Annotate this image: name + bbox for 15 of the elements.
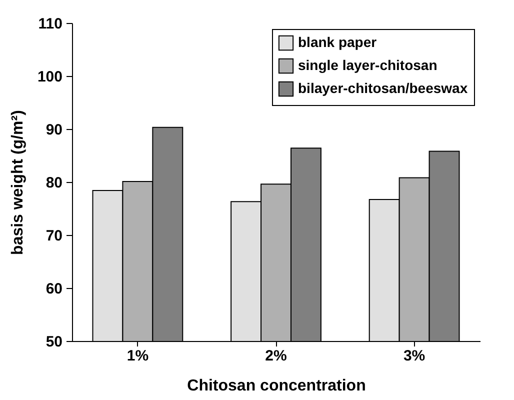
- y-tick-label: 80: [46, 174, 62, 192]
- y-tick-label: 70: [46, 228, 62, 244]
- y-tick-label: 110: [38, 16, 62, 32]
- x-tick-label: 3%: [403, 348, 426, 364]
- legend-label: single layer-chitosan: [298, 57, 438, 73]
- x-axis-title: Chitosan concentration: [187, 378, 366, 394]
- legend-label: bilayer-chitosan/beeswax: [298, 80, 468, 96]
- y-tick-label: 60: [46, 280, 62, 298]
- x-tick-label: 2%: [265, 348, 287, 364]
- y-tick-label: 90: [46, 122, 62, 138]
- y-axis-title: basis weight (g/m²): [9, 110, 26, 255]
- x-tick-label: 1%: [126, 348, 149, 364]
- legend-label: blank paper: [298, 34, 378, 50]
- y-tick-label: 50: [46, 334, 62, 350]
- y-tick-label: 100: [37, 68, 62, 86]
